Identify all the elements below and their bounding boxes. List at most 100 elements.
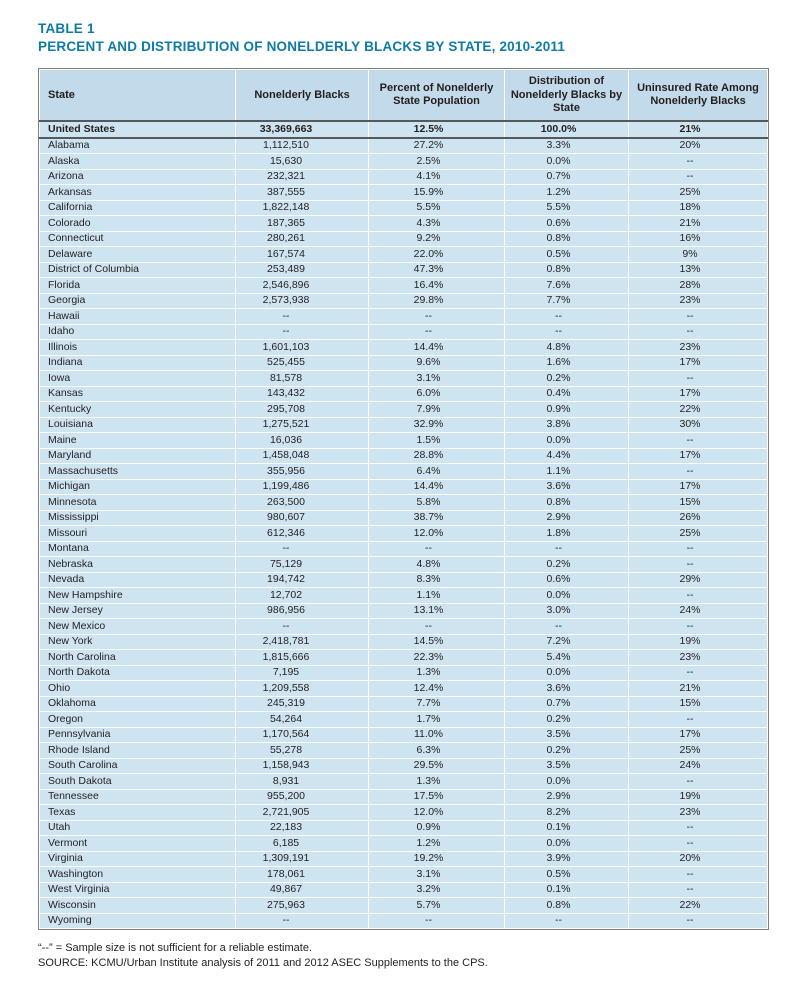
value-cell: 28%	[628, 277, 768, 294]
value-cell: 14.4%	[368, 478, 505, 495]
value-cell: 0.8%	[504, 261, 629, 278]
value-cell: 8.3%	[368, 571, 505, 588]
table-row: Illinois 1,601,103 14.4% 4.8% 23%	[39, 339, 768, 356]
value-cell: 32.9%	[368, 416, 505, 433]
table-row: Minnesota 263,500 5.8% 0.8% 15%	[39, 494, 768, 511]
value-cell: 27.2%	[368, 137, 505, 154]
state-cell: Kentucky	[39, 401, 236, 418]
value-cell: 24%	[628, 602, 768, 619]
table-row: Michigan 1,199,486 14.4% 3.6% 17%	[39, 478, 768, 495]
table-row: Alaska 15,630 2.5% 0.0% --	[39, 153, 768, 170]
value-cell: 6.3%	[368, 742, 505, 759]
table-row: Iowa 81,578 3.1% 0.2% --	[39, 370, 768, 387]
value-cell: 1,458,048	[235, 447, 369, 464]
value-cell: 2,721,905	[235, 804, 369, 821]
value-cell: 15.9%	[368, 184, 505, 201]
value-cell: 5.4%	[504, 649, 629, 666]
value-cell: 1,170,564	[235, 726, 369, 743]
table-body: United States 33,369,663 12.5% 100.0% 21% Ala…	[39, 120, 768, 929]
value-cell: 3.1%	[368, 866, 505, 883]
value-cell: 20%	[628, 137, 768, 154]
state-cell: Ohio	[39, 680, 236, 697]
value-cell: 100.0%	[504, 120, 629, 139]
value-cell: --	[628, 866, 768, 883]
table-row: Missouri 612,346 12.0% 1.8% 25%	[39, 525, 768, 542]
value-cell: --	[628, 432, 768, 449]
state-cell: Louisiana	[39, 416, 236, 433]
state-cell: Massachusetts	[39, 463, 236, 480]
state-cell: California	[39, 199, 236, 216]
value-cell: 3.5%	[504, 757, 629, 774]
value-cell: 1,199,486	[235, 478, 369, 495]
value-cell: 23%	[628, 649, 768, 666]
value-cell: 3.6%	[504, 478, 629, 495]
column-header: State	[39, 69, 236, 123]
state-cell: Illinois	[39, 339, 236, 356]
value-cell: 194,742	[235, 571, 369, 588]
value-cell: 29.8%	[368, 292, 505, 309]
value-cell: 9.2%	[368, 230, 505, 247]
state-cell: Rhode Island	[39, 742, 236, 759]
value-cell: --	[235, 308, 369, 325]
value-cell: 3.1%	[368, 370, 505, 387]
value-cell: 13%	[628, 261, 768, 278]
page-title: PERCENT AND DISTRIBUTION OF NONELDERLY B…	[38, 39, 566, 55]
state-cell: New Mexico	[39, 618, 236, 635]
value-cell: 23%	[628, 292, 768, 309]
value-cell: 1.2%	[504, 184, 629, 201]
value-cell: 23%	[628, 339, 768, 356]
value-cell: 55,278	[235, 742, 369, 759]
value-cell: 387,555	[235, 184, 369, 201]
table-row: Arkansas 387,555 15.9% 1.2% 25%	[39, 184, 768, 201]
table-row: Mississippi 980,607 38.7% 2.9% 26%	[39, 509, 768, 526]
value-cell: --	[235, 540, 369, 557]
value-cell: 1.7%	[368, 711, 505, 728]
value-cell: 4.8%	[368, 556, 505, 573]
table-row: Delaware 167,574 22.0% 0.5% 9%	[39, 246, 768, 263]
value-cell: 0.4%	[504, 385, 629, 402]
value-cell: 2.5%	[368, 153, 505, 170]
value-cell: 21%	[628, 120, 768, 139]
state-cell: South Carolina	[39, 757, 236, 774]
table-row: District of Columbia 253,489 47.3% 0.8% 13%	[39, 261, 768, 278]
value-cell: 2,546,896	[235, 277, 369, 294]
value-cell: 6.4%	[368, 463, 505, 480]
value-cell: 0.7%	[504, 695, 629, 712]
state-cell: Colorado	[39, 215, 236, 232]
value-cell: 612,346	[235, 525, 369, 542]
value-cell: 26%	[628, 509, 768, 526]
value-cell: --	[504, 912, 629, 929]
state-cell: Indiana	[39, 354, 236, 371]
value-cell: --	[628, 881, 768, 898]
value-cell: 33,369,663	[235, 120, 369, 139]
table-row: Indiana 525,455 9.6% 1.6% 17%	[39, 354, 768, 371]
value-cell: 38.7%	[368, 509, 505, 526]
value-cell: 13.1%	[368, 602, 505, 619]
value-cell: --	[368, 323, 505, 340]
value-cell: --	[628, 835, 768, 852]
value-cell: --	[628, 463, 768, 480]
value-cell: 18%	[628, 199, 768, 216]
value-cell: 16.4%	[368, 277, 505, 294]
value-cell: 0.0%	[504, 835, 629, 852]
table-row: Maine 16,036 1.5% 0.0% --	[39, 432, 768, 449]
value-cell: --	[628, 323, 768, 340]
state-cell: Idaho	[39, 323, 236, 340]
table-row: Georgia 2,573,938 29.8% 7.7% 23%	[39, 292, 768, 309]
value-cell: 245,319	[235, 695, 369, 712]
state-cell: Nevada	[39, 571, 236, 588]
state-cell: North Dakota	[39, 664, 236, 681]
value-cell: 17%	[628, 726, 768, 743]
table-row: Tennessee 955,200 17.5% 2.9% 19%	[39, 788, 768, 805]
value-cell: 187,365	[235, 215, 369, 232]
table-row: Louisiana 1,275,521 32.9% 3.8% 30%	[39, 416, 768, 433]
value-cell: 7,195	[235, 664, 369, 681]
value-cell: 5.8%	[368, 494, 505, 511]
value-cell: 0.6%	[504, 215, 629, 232]
value-cell: 7.7%	[504, 292, 629, 309]
value-cell: 12.4%	[368, 680, 505, 697]
value-cell: 20%	[628, 850, 768, 867]
table-row: North Carolina 1,815,666 22.3% 5.4% 23%	[39, 649, 768, 666]
table-row: Maryland 1,458,048 28.8% 4.4% 17%	[39, 447, 768, 464]
column-header: Percent of Nonelderly State Population	[368, 69, 505, 123]
